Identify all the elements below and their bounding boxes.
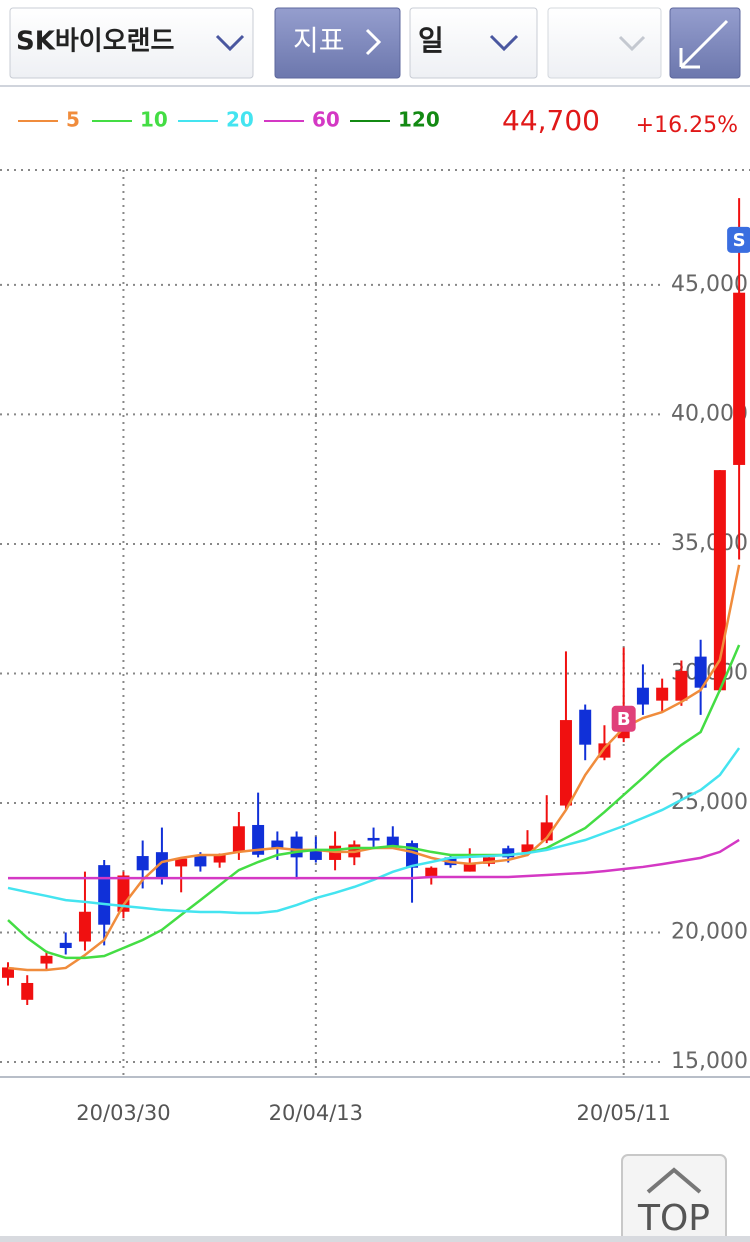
candle-body bbox=[309, 849, 322, 860]
up-icon bbox=[646, 1167, 702, 1194]
candle-body bbox=[521, 844, 534, 853]
y-tick-label: 25,000 bbox=[671, 790, 748, 815]
candle-body bbox=[675, 670, 688, 701]
candle-body bbox=[733, 292, 746, 465]
y-tick-label: 35,000 bbox=[671, 531, 748, 556]
candle-body bbox=[579, 709, 592, 745]
ma-line bbox=[7, 747, 741, 915]
top-button[interactable]: TOP bbox=[621, 1154, 727, 1242]
candle-body bbox=[136, 856, 149, 871]
symbol-dropdown[interactable]: SK바이오랜드 bbox=[9, 7, 254, 79]
candle-body bbox=[617, 727, 630, 739]
candle-body bbox=[636, 687, 649, 705]
expand-icon bbox=[679, 19, 729, 69]
candle-body bbox=[559, 720, 572, 806]
candle-body bbox=[425, 867, 438, 879]
top-label: TOP bbox=[637, 1198, 710, 1239]
candle-body bbox=[290, 836, 303, 858]
candle-body bbox=[713, 470, 726, 691]
signal-label: B bbox=[617, 709, 631, 730]
x-tick-label: 20/04/13 bbox=[269, 1101, 363, 1125]
legend-label: 60 bbox=[312, 108, 340, 132]
chevron bbox=[489, 34, 519, 52]
indicator-button[interactable]: 지표 bbox=[274, 7, 401, 79]
candle-body bbox=[463, 862, 476, 872]
legend-label: 10 bbox=[140, 108, 168, 132]
candle-body bbox=[155, 852, 168, 879]
candle-body bbox=[386, 836, 399, 846]
signal-badge bbox=[727, 226, 750, 253]
symbol: SK바이오랜드 bbox=[16, 27, 175, 57]
candle-body bbox=[252, 824, 265, 855]
candle-body bbox=[40, 955, 53, 964]
y-tick-label: 20,000 bbox=[671, 919, 748, 944]
legend-label: 20 bbox=[226, 108, 254, 132]
candle-body bbox=[194, 856, 207, 867]
candle-body bbox=[502, 848, 515, 858]
chevron bbox=[618, 35, 646, 52]
x-tick-label: 20/03/30 bbox=[76, 1101, 170, 1125]
legend-label: 5 bbox=[66, 108, 80, 132]
legend-label: 120 bbox=[398, 108, 440, 132]
candle-body bbox=[21, 982, 34, 1000]
period-dropdown[interactable]: 일 bbox=[409, 7, 538, 79]
signal-label: S bbox=[733, 230, 746, 251]
indicator: 지표 bbox=[293, 24, 345, 57]
candle-body bbox=[78, 911, 91, 942]
candle-body bbox=[2, 967, 14, 978]
candle-body bbox=[271, 840, 284, 849]
y-tick-label: 15,000 bbox=[671, 1049, 748, 1074]
ma-line bbox=[8, 838, 740, 880]
expand-button[interactable] bbox=[669, 7, 741, 79]
candle-body bbox=[232, 826, 245, 853]
candle-body bbox=[540, 822, 553, 841]
candle-body bbox=[98, 865, 111, 925]
chevron bbox=[215, 34, 245, 52]
chevron bbox=[365, 28, 382, 56]
bottom-bar bbox=[0, 1236, 750, 1242]
x-tick-label: 20/05/11 bbox=[577, 1101, 671, 1125]
signal-badge bbox=[611, 705, 636, 732]
candle-body bbox=[175, 858, 188, 867]
candle-body bbox=[483, 857, 495, 864]
ma-line bbox=[7, 644, 741, 960]
price: 44,700 bbox=[502, 104, 600, 137]
period: 일 bbox=[418, 24, 444, 57]
empty-dropdown[interactable] bbox=[547, 7, 662, 79]
candle-body bbox=[213, 854, 226, 863]
candle-body bbox=[656, 687, 669, 701]
candle-body bbox=[367, 837, 380, 841]
change: +16.25% bbox=[636, 113, 738, 138]
candle-body bbox=[59, 942, 72, 949]
plot: 15,00020,00025,00030,00035,00040,00045,0… bbox=[0, 169, 750, 1125]
candle-body bbox=[694, 656, 707, 688]
